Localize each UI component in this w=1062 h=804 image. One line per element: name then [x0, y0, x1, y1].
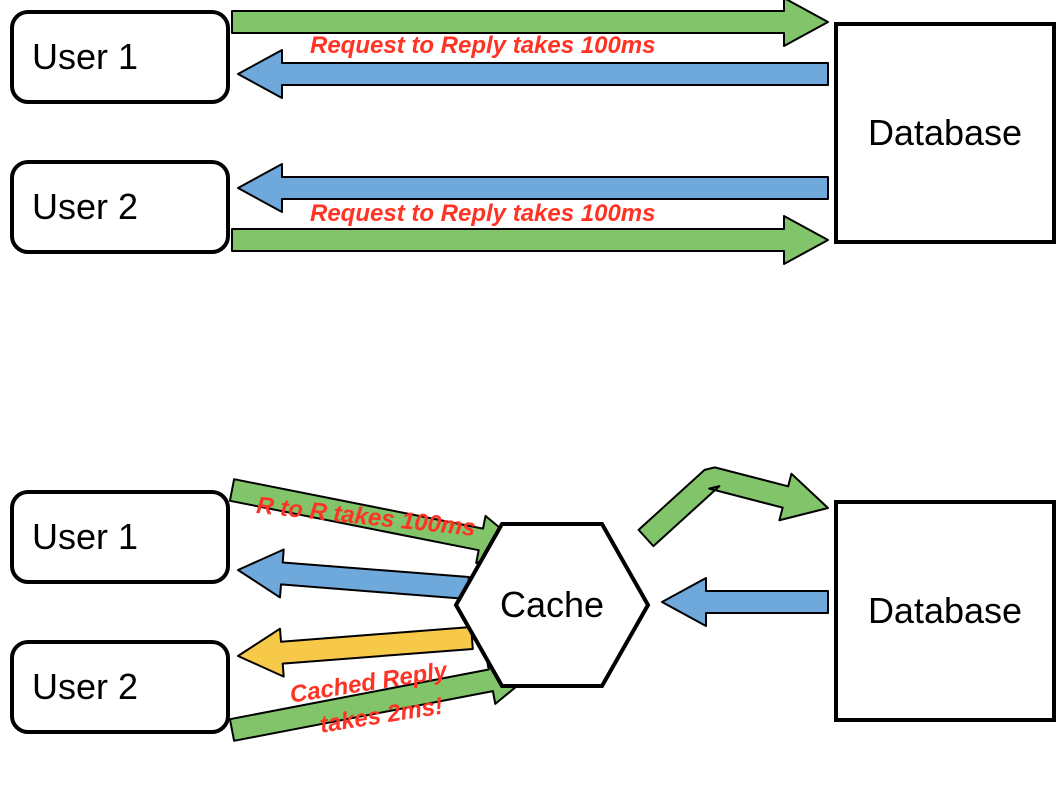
bottom-database-label: Database	[868, 590, 1022, 632]
bottom-user1-box: User 1	[10, 490, 230, 584]
bottom-user2-label: User 2	[32, 666, 138, 708]
top-database-box: Database	[834, 22, 1056, 244]
cache-label: Cache	[500, 584, 604, 626]
top-user1-label: User 1	[32, 36, 138, 78]
diagram-root: User 1 User 2 Database User 1 User 2 Cac…	[0, 0, 1062, 804]
annot-top1: Request to Reply takes 100ms	[310, 32, 655, 60]
bottom-user2-box: User 2	[10, 640, 230, 734]
top-user2-box: User 2	[10, 160, 230, 254]
top-database-label: Database	[868, 112, 1022, 154]
top-user1-box: User 1	[10, 10, 230, 104]
annot-top2: Request to Reply takes 100ms	[310, 200, 655, 228]
top-user2-label: User 2	[32, 186, 138, 228]
bottom-database-box: Database	[834, 500, 1056, 722]
bottom-user1-label: User 1	[32, 516, 138, 558]
cache-hexagon: Cache	[452, 520, 652, 690]
